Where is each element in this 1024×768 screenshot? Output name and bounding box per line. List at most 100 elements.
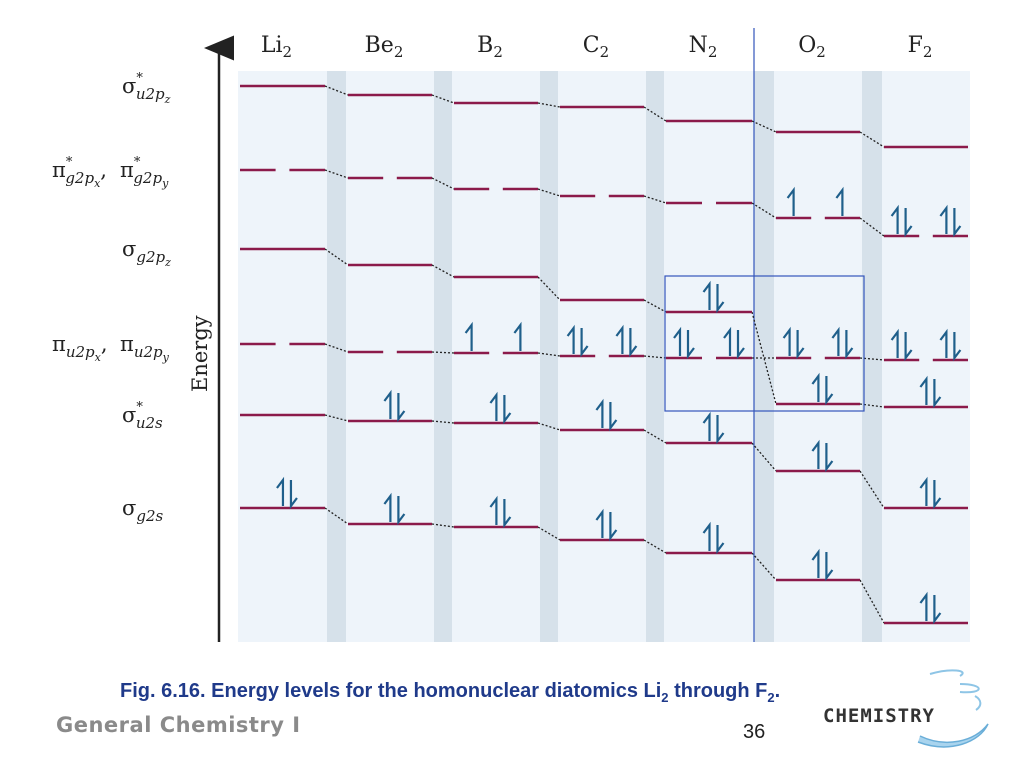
correlation-s2p_star (859, 131, 885, 148)
spin-down-arrow (397, 393, 406, 423)
correlation-s2s (643, 539, 667, 554)
highlight-frames (664, 275, 865, 412)
correlation-s2p_star (751, 120, 777, 133)
molecule-label-li: Li2 (261, 33, 292, 61)
correlation-s2p_star (643, 106, 667, 122)
spin-down-arrow (609, 402, 618, 432)
caption-sub2: 2 (767, 690, 775, 705)
correlation-s2s (537, 526, 561, 541)
correlation-s2p (431, 264, 455, 278)
spin-up-arrow (513, 321, 522, 351)
caption-sub1: 2 (661, 690, 669, 705)
energy-levels (240, 84, 968, 625)
caption-text: Energy levels for the homonuclear diatom… (211, 680, 662, 702)
spin-up-arrow (919, 591, 928, 621)
molecule-label-f: F2 (908, 33, 933, 61)
spin-down-arrow (904, 208, 913, 238)
correlation-pi_star (751, 202, 777, 219)
spin-up-arrow (890, 328, 899, 358)
spin-down-arrow (503, 499, 512, 529)
correlation-s2s_star (643, 429, 667, 444)
logo-text: CHEMISTRY (823, 705, 935, 727)
correlation-pi_star (431, 177, 455, 190)
panel-background (238, 28, 970, 642)
figure-caption: Fig. 6.16. Energy levels for the homonuc… (120, 680, 780, 705)
spin-down-arrow (953, 208, 962, 238)
spin-up-arrow (595, 398, 604, 428)
spin-up-arrow (673, 326, 682, 356)
chemistry-logo: CHEMISTRY (810, 662, 1010, 762)
electrons (276, 186, 962, 625)
spin-up-arrow (702, 521, 711, 551)
spin-down-arrow (736, 330, 745, 360)
spin-down-arrow (825, 376, 834, 406)
spin-down-arrow (716, 284, 725, 314)
spin-down-arrow (716, 415, 725, 445)
spin-up-arrow (831, 326, 840, 356)
correlation-pi_star (324, 169, 349, 179)
correlation-s2p (324, 248, 349, 266)
spin-down-arrow (629, 328, 638, 358)
molecule-label-o: O2 (798, 33, 826, 61)
orbital-label-pi: πu2px, πu2py (52, 332, 170, 364)
caption-prefix: Fig. 6.16. (120, 680, 206, 702)
caption-mid: through F (668, 680, 768, 702)
spin-up-arrow (782, 326, 791, 356)
spin-up-arrow (811, 439, 820, 469)
column-separator-band (434, 71, 452, 642)
spin-up-arrow (939, 328, 948, 358)
spin-down-arrow (825, 552, 834, 582)
column-separator-band (646, 71, 664, 642)
spin-down-arrow (609, 512, 618, 542)
spin-down-arrow (933, 379, 942, 409)
spin-up-arrow (835, 186, 844, 216)
column-separator-band (327, 71, 346, 642)
spin-down-arrow (686, 330, 695, 360)
molecule-label-b: B2 (477, 33, 503, 61)
correlation-s2s (324, 507, 349, 525)
correlation-s2p_star (324, 85, 349, 96)
spin-up-arrow (566, 324, 575, 354)
correlation-lines (324, 85, 885, 624)
spin-down-arrow (397, 496, 406, 526)
spin-down-arrow (716, 525, 725, 555)
spin-up-arrow (890, 204, 899, 234)
spin-up-arrow (595, 508, 604, 538)
page-number: 36 (743, 721, 766, 743)
spin-down-arrow (904, 332, 913, 362)
spin-down-arrow (289, 480, 298, 510)
orbital-label-s2s_star: σ* u2s (122, 400, 163, 432)
spin-down-arrow (933, 480, 942, 510)
spin-up-arrow (383, 389, 392, 419)
spin-up-arrow (383, 492, 392, 522)
panel-area (238, 71, 970, 642)
orbital-label-s2p_star: σ* u2pz (122, 71, 171, 106)
molecule-label-be: Be2 (365, 33, 404, 61)
energy-axis-label: Energy (188, 315, 212, 392)
column-separator-band (754, 71, 774, 642)
crossover-frame (664, 275, 865, 412)
molecule-label-n: N2 (689, 33, 718, 61)
spin-up-arrow (489, 391, 498, 421)
spin-up-arrow (919, 375, 928, 405)
spin-up-arrow (811, 548, 820, 578)
spin-down-arrow (953, 332, 962, 362)
spin-up-arrow (723, 326, 732, 356)
correlation-s2p (537, 276, 561, 301)
spin-up-arrow (811, 372, 820, 402)
spin-up-arrow (702, 280, 711, 310)
caption-end: . (774, 680, 781, 702)
correlation-pi_star (859, 217, 885, 237)
logo-swoosh-icon (917, 669, 989, 748)
orbital-label-pi_star: π* g2px, π* g2py (52, 155, 169, 190)
spin-up-arrow (276, 476, 285, 506)
spin-up-arrow (464, 321, 473, 351)
spin-up-arrow (615, 324, 624, 354)
correlation-s2s_star (859, 470, 885, 509)
correlation-s2p (643, 299, 667, 313)
orbital-labels: σ* u2pz π* g2px, π* g2py σg2pz πu2px, πu2py σ* u… (52, 71, 171, 525)
correlation-pi (324, 343, 349, 353)
molecule-label-c: C2 (583, 33, 609, 61)
orbital-label-s2p: σg2pz (122, 237, 171, 269)
correlation-s2s (859, 579, 885, 624)
